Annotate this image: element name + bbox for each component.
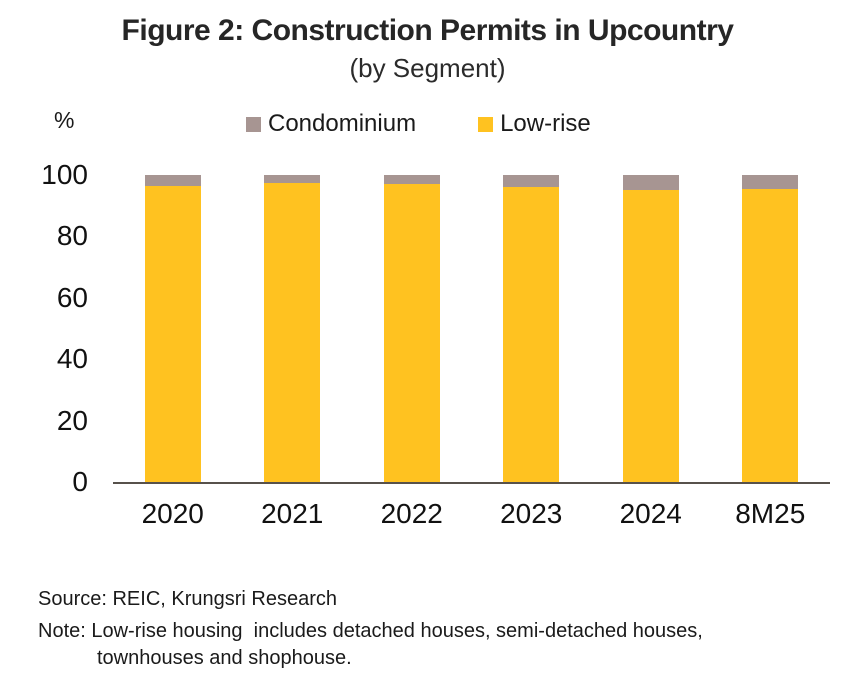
bar-slot-2022	[352, 175, 472, 482]
y-tick-label-100: 100	[41, 159, 88, 190]
chart-legend: Condominium Low-rise	[246, 110, 591, 138]
bar-slot-2023	[472, 175, 592, 482]
bar-8M25	[742, 175, 799, 482]
chart-subtitle: (by Segment)	[349, 53, 506, 83]
low-rise-swatch-icon	[478, 116, 494, 132]
bar-slot-2021	[233, 175, 353, 482]
bar-2022	[383, 175, 440, 482]
bar-segment-low-rise-2021	[264, 183, 321, 482]
bar-slot-2020	[113, 175, 233, 482]
legend-label-low-rise: Low-rise	[500, 110, 591, 137]
condominium-swatch-icon	[246, 116, 261, 132]
x-axis-tick-labels: 2020 2021 2022 2023 2024 8M25	[113, 498, 830, 530]
x-tick-label-2021: 2021	[261, 498, 324, 529]
note-text-line1: Note: Low-rise housing includes detached…	[38, 620, 703, 642]
x-tick-label-2020: 2020	[141, 498, 204, 529]
bar-segment-low-rise-8M25	[742, 188, 799, 482]
bar-segment-condominium-2023	[503, 175, 560, 187]
source-text: Source: REIC, Krungsri Research	[38, 588, 338, 610]
x-tick-label-2023: 2023	[500, 498, 563, 529]
bar-segment-low-rise-2024	[622, 189, 679, 482]
chart-title: Figure 2: Construction Permits in Upcoun…	[121, 14, 734, 47]
bar-segment-condominium-2022	[383, 175, 440, 184]
note-text-line2: townhouses and shophouse.	[97, 647, 352, 669]
bar-segment-condominium-8M25	[742, 175, 799, 189]
bar-2023	[503, 175, 560, 482]
y-tick-label-40: 40	[56, 343, 88, 375]
legend-item-condominium: Condominium	[246, 110, 416, 138]
bar-2020	[144, 175, 201, 482]
x-tick-label-2024: 2024	[619, 498, 682, 529]
y-tick-label-80: 80	[56, 220, 88, 252]
bar-segment-condominium-2021	[264, 175, 321, 184]
y-tick-label-20: 20	[56, 404, 88, 436]
y-tick-label-0: 0	[72, 466, 88, 497]
bar-slot-2024	[591, 175, 711, 482]
bars-row	[113, 175, 830, 482]
bar-slot-8M25	[711, 175, 831, 482]
y-tick-label-60: 60	[56, 281, 88, 313]
y-axis-tick-labels: 0 20 40 60 80 100	[0, 161, 88, 496]
bar-segment-low-rise-2022	[383, 183, 440, 482]
legend-label-condominium: Condominium	[268, 110, 417, 137]
x-tick-label-8M25: 8M25	[735, 498, 806, 529]
bar-segment-condominium-2024	[622, 175, 679, 190]
plot-area	[113, 175, 830, 484]
x-tick-label-2022: 2022	[380, 498, 443, 529]
legend-item-low-rise: Low-rise	[478, 110, 591, 138]
bar-segment-low-rise-2023	[503, 186, 560, 482]
bar-2024	[622, 175, 679, 482]
bar-segment-low-rise-2020	[144, 185, 201, 482]
bar-2021	[264, 175, 321, 482]
y-axis-unit-label: %	[54, 107, 75, 133]
bar-segment-condominium-2020	[144, 175, 201, 186]
